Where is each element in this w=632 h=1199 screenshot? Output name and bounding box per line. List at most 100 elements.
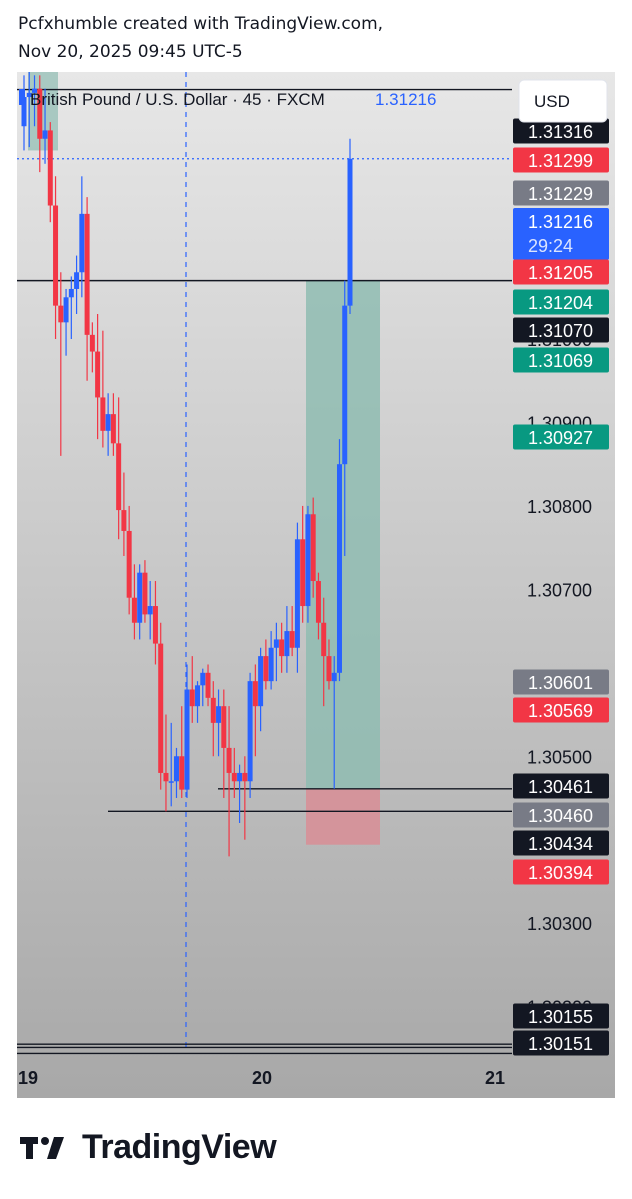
price-label[interactable]: 1.30151 <box>513 1030 609 1056</box>
candle[interactable] <box>195 681 201 723</box>
price-label[interactable]: 1.30394 <box>513 859 609 885</box>
price-label[interactable]: 1.31216 29:24 <box>513 208 609 260</box>
candle[interactable] <box>173 747 179 798</box>
candle[interactable] <box>79 176 85 298</box>
candle[interactable] <box>100 330 106 448</box>
candle[interactable] <box>121 472 127 556</box>
candle[interactable] <box>168 722 174 807</box>
candle[interactable] <box>221 689 227 798</box>
price-label[interactable]: 1.31205 <box>513 259 609 285</box>
candle[interactable] <box>273 622 279 682</box>
candle[interactable] <box>347 138 353 314</box>
price-label[interactable]: 1.30927 <box>513 424 609 450</box>
candle[interactable] <box>147 581 153 640</box>
price-label-text: 1.30151 <box>528 1034 593 1054</box>
price-label[interactable]: 1.30601 <box>513 669 609 695</box>
candle[interactable] <box>268 631 274 690</box>
candle[interactable] <box>184 664 190 798</box>
candle[interactable] <box>210 681 216 757</box>
candle[interactable] <box>305 505 311 623</box>
candle-body <box>147 606 153 615</box>
currency-button-label[interactable]: USD <box>534 92 570 111</box>
price-label-box <box>513 669 609 695</box>
price-label[interactable]: 1.30460 <box>513 802 609 828</box>
candle[interactable] <box>258 647 264 732</box>
candle[interactable] <box>310 497 316 598</box>
candle[interactable] <box>226 706 232 857</box>
candle-body <box>158 643 164 773</box>
candle-body <box>152 606 158 644</box>
candle[interactable] <box>137 564 143 640</box>
candle[interactable] <box>58 272 64 456</box>
candle[interactable] <box>158 622 164 790</box>
candle[interactable] <box>216 689 222 757</box>
price-label-box <box>513 118 609 144</box>
candle[interactable] <box>116 397 122 540</box>
candle[interactable] <box>289 606 295 657</box>
candle[interactable] <box>336 439 342 682</box>
candle[interactable] <box>152 581 158 665</box>
candle[interactable] <box>200 668 206 707</box>
candle[interactable] <box>321 597 327 707</box>
candle[interactable] <box>53 176 59 340</box>
candle[interactable] <box>252 664 258 757</box>
candle[interactable] <box>189 656 195 723</box>
candle[interactable] <box>26 72 32 148</box>
price-label[interactable]: 1.31069 <box>513 347 609 373</box>
candle[interactable] <box>126 505 132 615</box>
price-label[interactable]: 1.30155 <box>513 1003 609 1029</box>
candle[interactable] <box>315 572 321 640</box>
candle[interactable] <box>89 322 95 373</box>
candle[interactable] <box>105 393 111 456</box>
candle[interactable] <box>284 606 290 673</box>
candle[interactable] <box>42 88 48 164</box>
candle[interactable] <box>95 313 101 440</box>
candle-body <box>252 681 258 707</box>
price-label[interactable]: 1.30569 <box>513 697 609 723</box>
chart-canvas[interactable]: 1.310001.309001.308001.307001.305001.303… <box>0 0 632 1110</box>
price-label[interactable]: 1.30461 <box>513 773 609 799</box>
position-loss-zone[interactable] <box>306 788 380 845</box>
candle[interactable] <box>63 288 69 356</box>
x-tick-label: 20 <box>252 1068 272 1088</box>
candle[interactable] <box>331 656 337 789</box>
candle[interactable] <box>37 75 43 173</box>
candle-body <box>205 672 211 698</box>
candle[interactable] <box>47 122 53 223</box>
candle[interactable] <box>326 639 332 690</box>
price-label[interactable]: 1.31070 <box>513 317 609 343</box>
x-tick-label: 19 <box>18 1068 38 1088</box>
candle[interactable] <box>142 560 148 623</box>
candle[interactable] <box>110 393 116 456</box>
candle[interactable] <box>84 197 90 381</box>
candle[interactable] <box>179 706 185 798</box>
candle[interactable] <box>294 522 300 673</box>
candle[interactable] <box>74 255 80 314</box>
candle[interactable] <box>163 714 169 812</box>
price-label[interactable]: 1.31316 <box>513 118 609 144</box>
candle[interactable] <box>342 280 348 556</box>
price-label[interactable]: 1.30434 <box>513 830 609 856</box>
candle[interactable] <box>279 622 285 673</box>
price-label-text: 1.31205 <box>528 263 593 283</box>
price-label[interactable]: 1.31299 <box>513 147 609 173</box>
candle[interactable] <box>131 564 137 640</box>
currency-button[interactable]: USD <box>518 79 608 123</box>
candle[interactable] <box>242 756 248 840</box>
candle[interactable] <box>247 672 253 798</box>
candle-body <box>294 539 300 648</box>
price-label[interactable]: 1.31229 <box>513 180 609 206</box>
symbol-legend[interactable]: British Pound / U.S. Dollar · 45 · FXCM … <box>19 89 436 109</box>
candle[interactable] <box>237 764 243 824</box>
candle[interactable] <box>32 75 38 127</box>
candle[interactable] <box>21 75 27 151</box>
candle[interactable] <box>68 276 74 340</box>
candle-body <box>305 514 311 607</box>
price-label-box <box>513 259 609 285</box>
candle[interactable] <box>263 639 269 690</box>
price-label[interactable]: 1.31204 <box>513 289 609 315</box>
candle[interactable] <box>231 747 237 798</box>
candle[interactable] <box>300 505 306 623</box>
candle-body <box>53 205 59 306</box>
candle[interactable] <box>205 664 211 707</box>
